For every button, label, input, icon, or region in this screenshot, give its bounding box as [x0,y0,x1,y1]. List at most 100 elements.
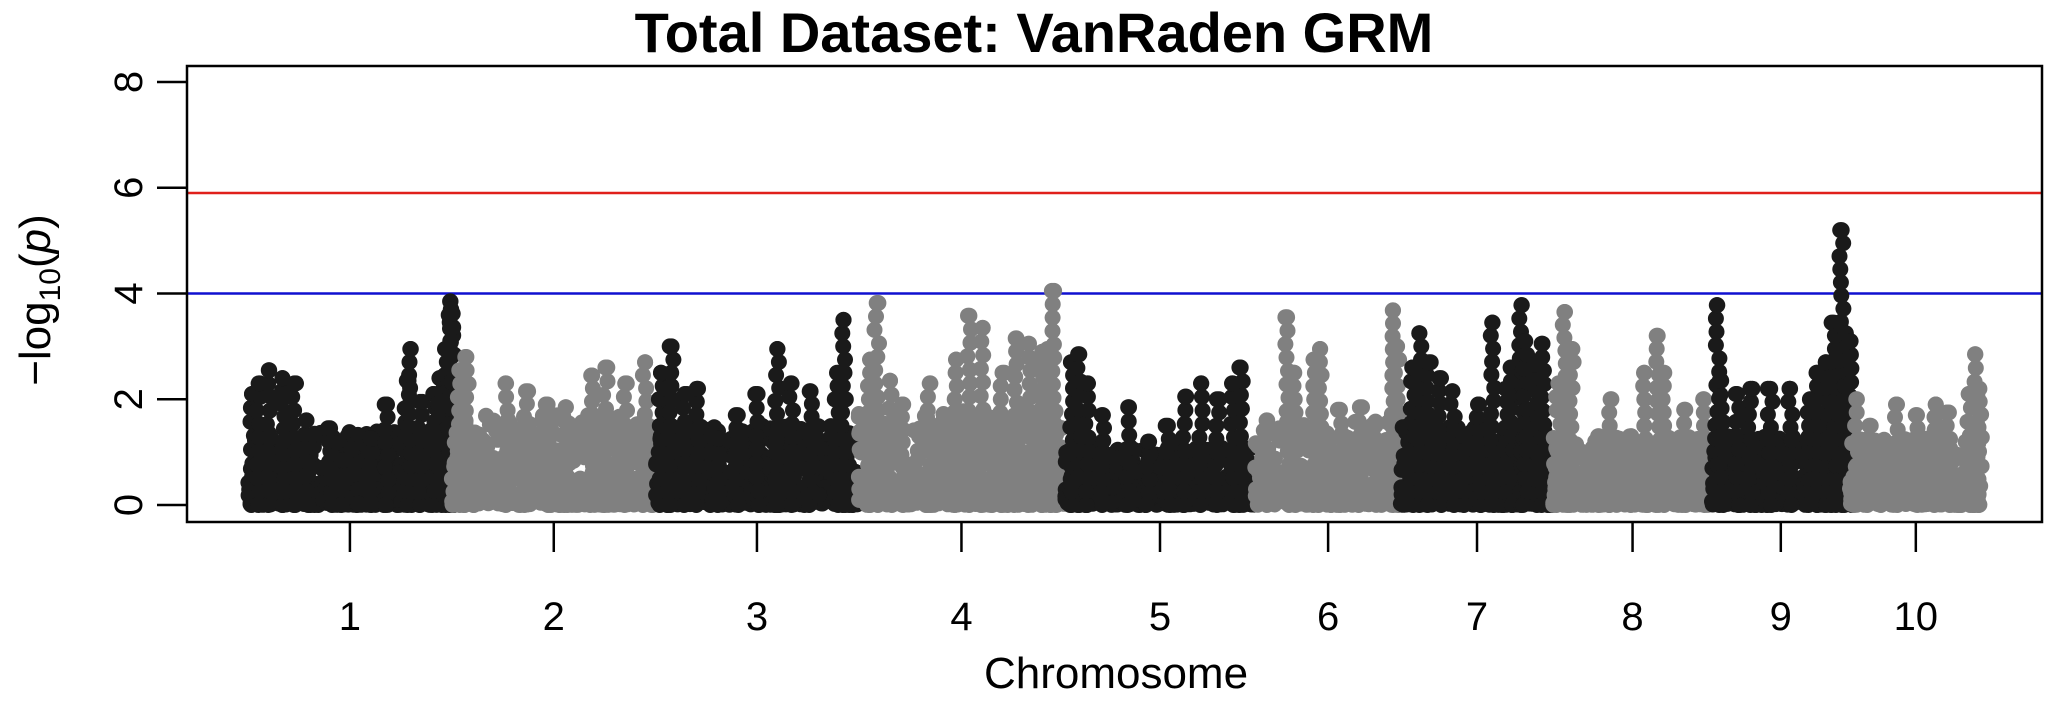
snp-point [768,367,785,383]
chromosome-7-points [1392,297,1561,513]
snp-point [333,482,350,498]
y-axis-label-subscript: 10 [34,268,67,301]
snp-point [784,415,801,432]
snp-peak-point [557,399,574,416]
snp-peak-point [1177,388,1194,405]
snp-point [1352,441,1369,458]
chromosome-8-points [1545,304,1720,513]
snp-point [583,432,600,449]
snp-peak-point [617,375,634,392]
snp-point [272,484,289,501]
snp-point [638,380,655,397]
snp-point [585,458,601,475]
chromosome-2-points [443,349,663,513]
snp-point [360,470,377,487]
snp-point [959,348,976,365]
snp-peak-point [1071,346,1088,363]
snp-point [457,416,474,433]
snp-point [460,375,477,392]
snp-point [1121,483,1138,499]
snp-peak-point [769,341,786,357]
snp-point [401,406,418,422]
snp-point [1175,429,1191,446]
snp-point [498,388,515,405]
snp-point [363,497,380,513]
snp-point [833,470,850,487]
snp-point [1233,469,1250,486]
snp-peak-point [1534,335,1551,352]
snp-peak-point [868,295,885,311]
snp-point [676,413,693,430]
snp-point [837,391,854,408]
snp-peak-point [379,396,395,413]
snp-point [498,483,515,500]
snp-point [376,421,393,438]
snp-point [496,429,512,446]
snp-point [1350,413,1367,430]
snp-point [767,393,784,409]
snp-point [1121,427,1138,444]
snp-point [1192,483,1209,500]
snp-point [1020,470,1037,487]
snp-point [663,364,680,381]
snp-point [458,456,475,473]
snp-point [1158,444,1175,461]
snp-point [781,388,798,405]
snp-point [1176,483,1192,500]
snp-point [1333,415,1350,432]
snp-point [1353,483,1370,499]
snp-point [691,419,708,436]
snp-point [556,497,573,513]
snp-point [537,421,553,438]
snp-point [596,428,613,445]
snp-point [1047,403,1064,420]
snp-point [975,483,992,500]
snp-point [275,446,292,463]
snp-point [804,433,821,450]
snp-point [471,495,487,512]
y-axis-label: −log10(p) [11,214,67,386]
snp-point [1119,497,1136,513]
snp-peak-point [1120,399,1137,416]
snp-point [250,429,267,446]
snp-point [296,426,313,443]
snp-point [919,483,936,500]
snp-peak-point [1513,297,1530,314]
chromosome-6-points [1247,302,1409,513]
snp-point [538,409,555,426]
snp-point [801,497,818,513]
snp-point [460,429,477,446]
snp-point [1456,469,1473,486]
snp-point [973,469,990,486]
snp-point [499,402,516,419]
snp-point [815,459,832,476]
snp-point [410,445,427,462]
snp-point [975,374,991,391]
snp-point [616,497,633,513]
snp-point [376,459,393,476]
snp-peak-point [1285,364,1302,381]
snp-point [975,401,992,418]
snp-point [599,469,616,486]
chromosome-3-points [648,311,867,513]
snp-point [638,393,655,410]
snp-point [1232,428,1249,445]
snp-point [460,443,477,460]
snp-point [599,483,616,500]
snp-point [519,433,536,450]
snp-point [350,495,367,512]
snp-peak-point [1093,407,1110,424]
snp-point [1352,455,1369,472]
snp-point [1177,442,1194,459]
snp-point [837,444,854,461]
snp-point [638,419,654,436]
snp-point [661,457,678,474]
snp-point [711,470,728,487]
snp-point [801,446,818,463]
snp-point [536,446,552,463]
snp-point [583,419,600,436]
snp-point [803,459,820,476]
snp-point [401,354,418,370]
snp-point [297,468,314,485]
snp-point [972,388,989,404]
